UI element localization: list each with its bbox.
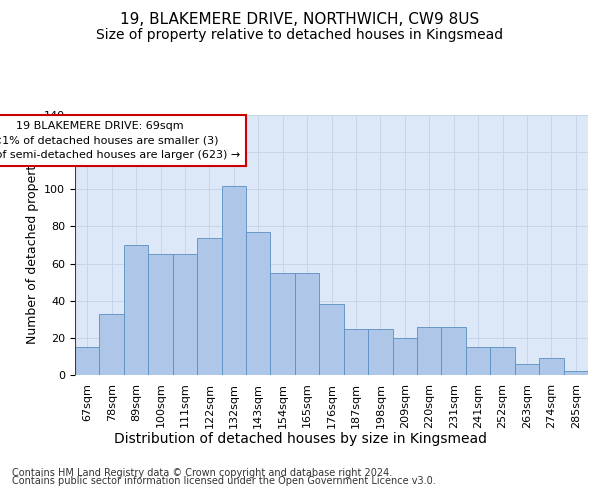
Bar	[100, 314, 124, 375]
Bar	[392, 338, 417, 375]
Bar	[344, 328, 368, 375]
Bar	[442, 326, 466, 375]
Bar	[271, 273, 295, 375]
Bar	[295, 273, 319, 375]
Text: Contains public sector information licensed under the Open Government Licence v3: Contains public sector information licen…	[12, 476, 436, 486]
Text: Distribution of detached houses by size in Kingsmead: Distribution of detached houses by size …	[113, 432, 487, 446]
Bar	[490, 347, 515, 375]
Bar	[563, 372, 588, 375]
Bar	[319, 304, 344, 375]
Text: Contains HM Land Registry data © Crown copyright and database right 2024.: Contains HM Land Registry data © Crown c…	[12, 468, 392, 477]
Bar	[197, 238, 221, 375]
Y-axis label: Number of detached properties: Number of detached properties	[26, 146, 38, 344]
Text: 19 BLAKEMERE DRIVE: 69sqm
← <1% of detached houses are smaller (3)
>99% of semi-: 19 BLAKEMERE DRIVE: 69sqm ← <1% of detac…	[0, 120, 241, 160]
Text: 19, BLAKEMERE DRIVE, NORTHWICH, CW9 8US: 19, BLAKEMERE DRIVE, NORTHWICH, CW9 8US	[121, 12, 479, 28]
Bar	[515, 364, 539, 375]
Bar	[246, 232, 271, 375]
Bar	[539, 358, 563, 375]
Bar	[75, 347, 100, 375]
Bar	[417, 326, 442, 375]
Bar	[221, 186, 246, 375]
Bar	[173, 254, 197, 375]
Bar	[148, 254, 173, 375]
Bar	[124, 245, 148, 375]
Bar	[368, 328, 392, 375]
Text: Size of property relative to detached houses in Kingsmead: Size of property relative to detached ho…	[97, 28, 503, 42]
Bar	[466, 347, 490, 375]
